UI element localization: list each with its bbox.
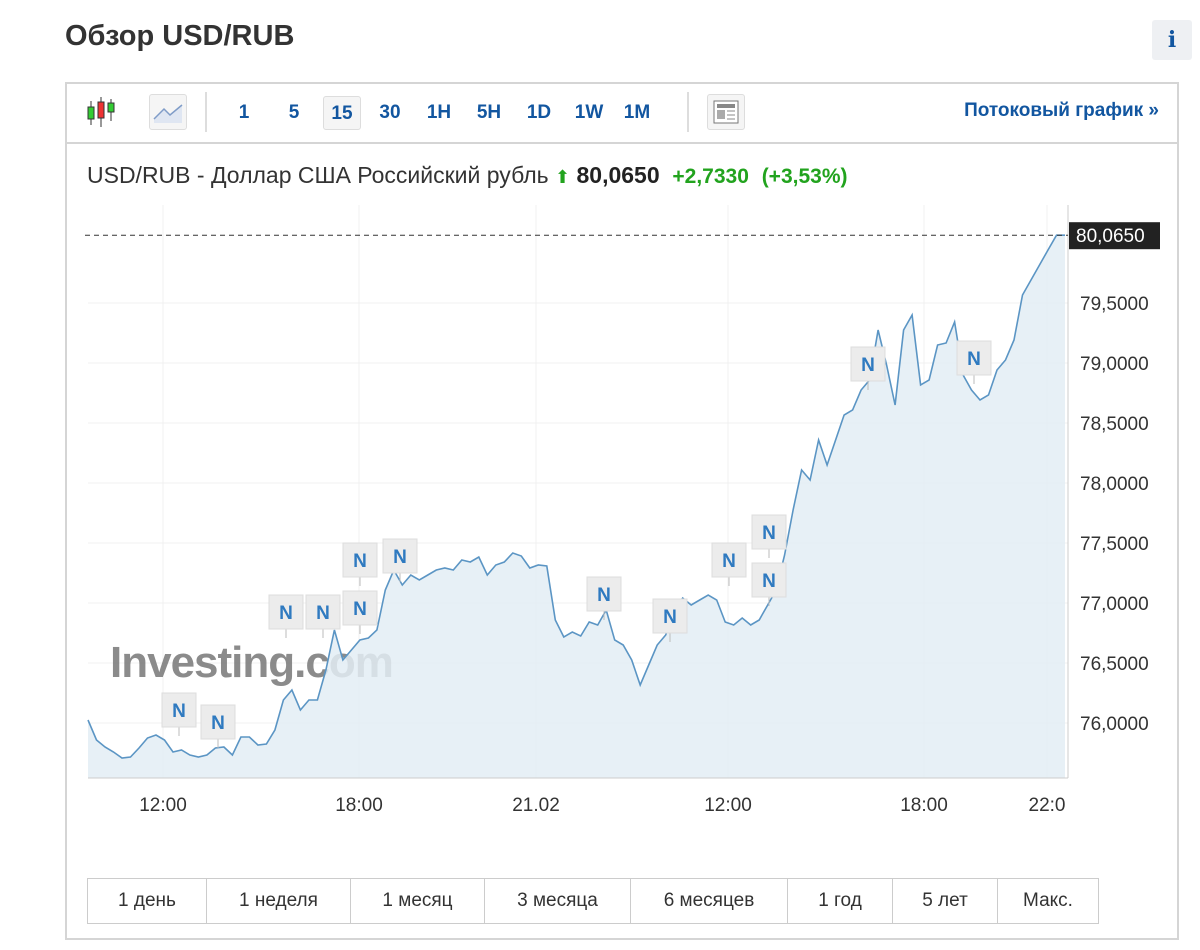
interval-30[interactable]: 30 xyxy=(379,102,401,123)
range-button[interactable]: 5 лет xyxy=(893,879,998,923)
range-button[interactable]: Макс. xyxy=(1023,890,1073,911)
quote-header: USD/RUB - Доллар США Российский рубль ⬆ … xyxy=(87,162,847,189)
news-marker-label: N xyxy=(211,713,225,734)
y-tick-label: 78,5000 xyxy=(1080,414,1149,435)
price-change-percent: (+3,53%) xyxy=(761,165,848,188)
news-marker[interactable]: N xyxy=(751,562,787,606)
page-title: Обзор USD/RUB xyxy=(65,20,295,52)
news-layout-button[interactable] xyxy=(707,94,745,130)
y-tick-label: 77,5000 xyxy=(1080,534,1149,555)
news-marker-box xyxy=(342,590,378,626)
last-price-badge xyxy=(1069,222,1160,250)
y-tick-label: 79,0000 xyxy=(1080,354,1149,375)
chart-panel: 1 5 15 30 1H 5H 1D 1W 1M Потоковый график » USD/… xyxy=(65,82,1179,940)
news-marker-label: N xyxy=(762,571,776,592)
candlestick-icon[interactable] xyxy=(85,93,125,133)
divider xyxy=(205,92,207,132)
range-button[interactable]: 1 месяц xyxy=(351,879,485,923)
area-chart-icon xyxy=(153,104,183,123)
news-marker-box xyxy=(268,594,304,630)
x-tick-label: 21.02 xyxy=(512,795,560,816)
news-marker-box xyxy=(342,542,378,578)
x-tick-label: 18:00 xyxy=(335,795,383,816)
news-marker[interactable]: N xyxy=(342,542,378,586)
news-layout-icon xyxy=(713,100,739,124)
news-marker-label: N xyxy=(172,701,186,722)
news-marker-label: N xyxy=(722,551,736,572)
news-marker[interactable]: N xyxy=(268,594,304,638)
instrument-name: USD/RUB - Доллар США Российский рубль xyxy=(87,162,549,188)
interval-1M[interactable]: 1M xyxy=(623,102,651,123)
y-tick-label: 77,0000 xyxy=(1080,594,1149,615)
news-marker-label: N xyxy=(316,603,330,624)
range-button[interactable]: 6 месяцев xyxy=(631,879,788,923)
x-tick-label: 22:0 xyxy=(1029,795,1066,816)
range-button[interactable]: 1 день xyxy=(88,879,207,923)
price-area xyxy=(88,235,1065,778)
range-button[interactable]: 1 неделя xyxy=(207,879,351,923)
news-marker[interactable]: N xyxy=(161,692,197,736)
news-marker-box xyxy=(161,692,197,728)
y-tick-label: 76,0000 xyxy=(1080,714,1149,735)
news-marker-label: N xyxy=(762,523,776,544)
news-marker[interactable]: N xyxy=(305,594,341,638)
news-marker[interactable]: N xyxy=(711,542,747,586)
news-marker-label: N xyxy=(353,599,367,620)
news-marker[interactable]: N xyxy=(382,538,418,582)
range-button[interactable]: 1 год xyxy=(788,879,893,923)
news-marker-box xyxy=(850,346,886,382)
news-marker[interactable]: N xyxy=(652,598,688,642)
interval-5H[interactable]: 5H xyxy=(476,102,502,123)
news-marker[interactable]: N xyxy=(850,346,886,390)
x-tick-label: 18:00 xyxy=(900,795,948,816)
news-marker[interactable]: N xyxy=(342,590,378,634)
range-button[interactable]: 3 месяца xyxy=(485,879,631,923)
x-tick-label: 12:00 xyxy=(704,795,752,816)
area-chart-button[interactable] xyxy=(149,94,187,130)
range-selector: 1 день 1 неделя 1 месяц 3 месяца 6 месяцев 1 … xyxy=(87,878,1099,924)
news-marker-box xyxy=(200,704,236,740)
interval-1[interactable]: 1 xyxy=(238,102,250,123)
arrow-up-icon: ⬆ xyxy=(555,167,571,187)
news-marker-label: N xyxy=(353,551,367,572)
chart-toolbar: 1 5 15 30 1H 5H 1D 1W 1M Потоковый график » xyxy=(67,84,1177,144)
news-marker-label: N xyxy=(663,607,677,628)
news-marker[interactable]: N xyxy=(586,576,622,620)
price-line xyxy=(87,234,1065,759)
news-marker-box xyxy=(305,594,341,630)
last-price-label: 80,0650 xyxy=(1076,226,1145,247)
interval-15[interactable]: 15 xyxy=(323,96,361,130)
last-price: 80,0650 xyxy=(576,162,660,188)
news-marker-box xyxy=(751,562,787,598)
y-tick-label: 78,0000 xyxy=(1080,474,1149,495)
news-marker-label: N xyxy=(597,585,611,606)
news-marker-box xyxy=(711,542,747,578)
news-marker[interactable]: N xyxy=(200,704,236,748)
streaming-chart-link[interactable]: Потоковый график » xyxy=(964,100,1159,121)
y-tick-label: 79,5000 xyxy=(1080,294,1149,315)
news-marker-label: N xyxy=(279,603,293,624)
interval-5[interactable]: 5 xyxy=(288,102,300,123)
news-marker-label: N xyxy=(967,349,981,370)
news-marker-box xyxy=(652,598,688,634)
x-tick-label: 12:00 xyxy=(139,795,187,816)
news-marker[interactable]: N xyxy=(956,340,992,384)
news-marker-label: N xyxy=(861,355,875,376)
news-marker-box xyxy=(956,340,992,376)
news-marker-box xyxy=(751,514,787,550)
news-marker-label: N xyxy=(393,547,407,568)
y-tick-label: 76,5000 xyxy=(1080,654,1149,675)
news-marker-box xyxy=(586,576,622,612)
divider xyxy=(687,92,689,132)
interval-1H[interactable]: 1H xyxy=(426,102,452,123)
news-marker[interactable]: N xyxy=(751,514,787,558)
interval-1D[interactable]: 1D xyxy=(526,102,552,123)
price-change: +2,7330 xyxy=(672,165,749,188)
info-button[interactable]: i xyxy=(1152,20,1192,60)
interval-1W[interactable]: 1W xyxy=(574,102,604,123)
news-marker-box xyxy=(382,538,418,574)
